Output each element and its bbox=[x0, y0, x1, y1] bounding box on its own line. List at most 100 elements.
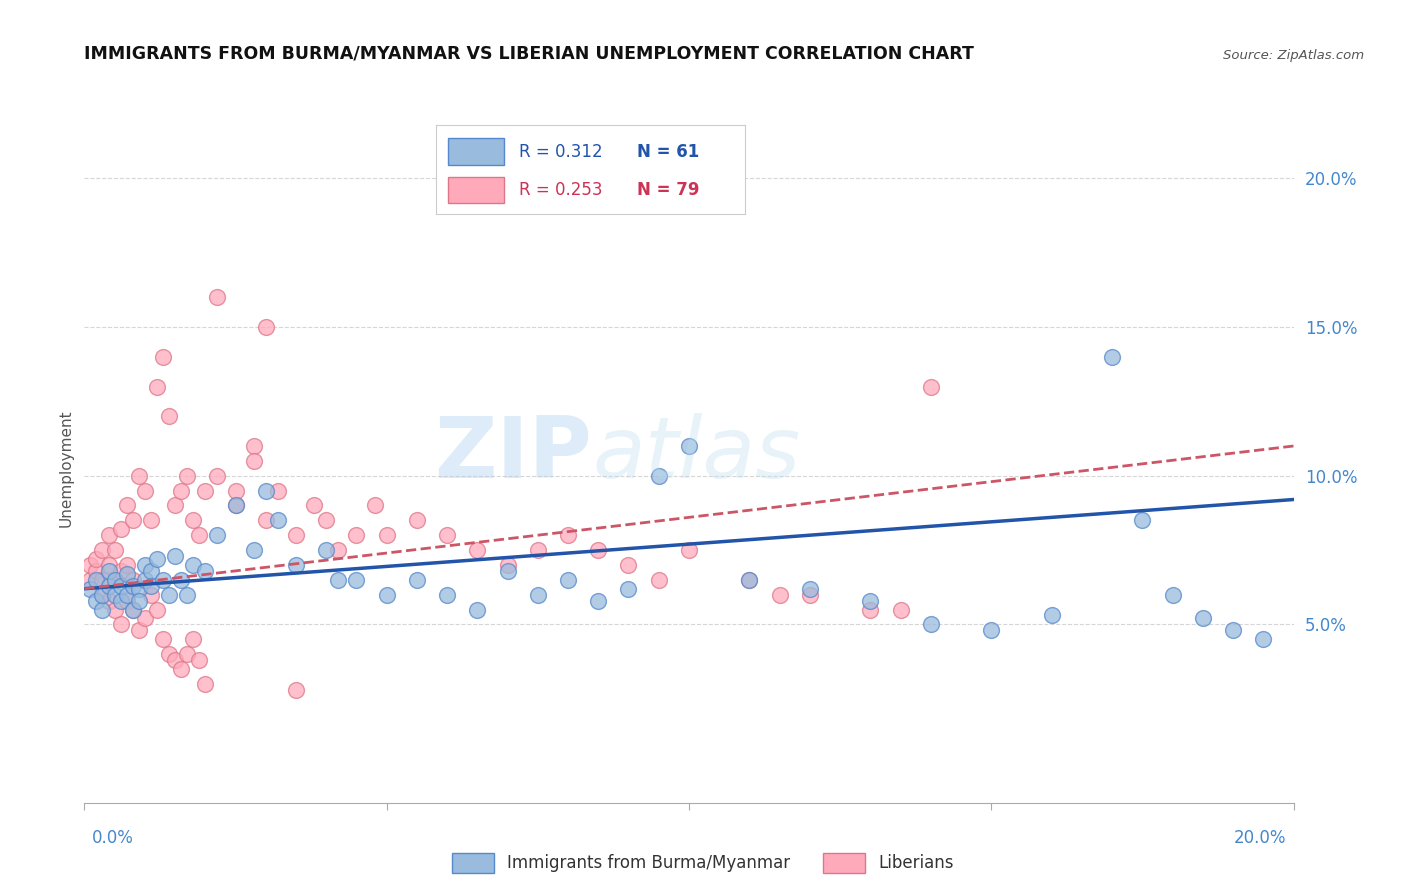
Point bbox=[980, 624, 1002, 638]
FancyBboxPatch shape bbox=[449, 177, 503, 203]
Point bbox=[121, 579, 143, 593]
Point bbox=[86, 552, 108, 566]
Point bbox=[104, 602, 127, 616]
Point bbox=[121, 513, 143, 527]
Point bbox=[920, 617, 942, 632]
Point bbox=[254, 320, 277, 334]
Text: R = 0.312: R = 0.312 bbox=[519, 143, 603, 161]
Point bbox=[163, 499, 186, 513]
Point bbox=[267, 513, 290, 527]
Point bbox=[194, 564, 217, 578]
Point bbox=[284, 528, 308, 542]
Point bbox=[799, 582, 821, 596]
Point bbox=[110, 579, 132, 593]
FancyBboxPatch shape bbox=[449, 138, 503, 165]
Text: 0.0%: 0.0% bbox=[91, 829, 134, 847]
Point bbox=[146, 602, 169, 616]
Point bbox=[176, 588, 198, 602]
Point bbox=[496, 564, 519, 578]
Point bbox=[242, 454, 264, 468]
Point bbox=[115, 499, 138, 513]
Point bbox=[104, 573, 127, 587]
Point bbox=[139, 564, 162, 578]
Point bbox=[225, 499, 247, 513]
Point bbox=[526, 588, 548, 602]
Point bbox=[284, 558, 308, 572]
Point bbox=[115, 558, 138, 572]
Text: N = 61: N = 61 bbox=[637, 143, 699, 161]
Point bbox=[1130, 513, 1153, 527]
Point bbox=[254, 513, 277, 527]
Point bbox=[738, 573, 761, 587]
Point bbox=[79, 558, 101, 572]
Point bbox=[157, 647, 180, 661]
Point bbox=[467, 543, 489, 558]
Point bbox=[467, 602, 489, 616]
Point bbox=[315, 543, 337, 558]
Point bbox=[86, 573, 108, 587]
Point bbox=[406, 513, 429, 527]
Point bbox=[181, 558, 204, 572]
Point bbox=[97, 579, 120, 593]
Point bbox=[163, 653, 186, 667]
Point bbox=[97, 564, 120, 578]
Point bbox=[110, 564, 132, 578]
Point bbox=[859, 602, 882, 616]
Point bbox=[115, 566, 138, 581]
Point bbox=[328, 543, 350, 558]
Point bbox=[181, 632, 204, 647]
Point bbox=[86, 564, 108, 578]
Point bbox=[97, 558, 120, 572]
Point bbox=[920, 379, 942, 393]
Point bbox=[79, 582, 101, 596]
Point bbox=[110, 617, 132, 632]
Point bbox=[121, 602, 143, 616]
Point bbox=[363, 499, 385, 513]
Point bbox=[115, 593, 138, 607]
Point bbox=[110, 593, 132, 607]
Point bbox=[496, 558, 519, 572]
Point bbox=[134, 483, 156, 498]
Text: ZIP: ZIP bbox=[434, 413, 592, 497]
Point bbox=[267, 483, 290, 498]
Point bbox=[157, 588, 180, 602]
Point bbox=[115, 588, 138, 602]
Point bbox=[91, 588, 114, 602]
Point bbox=[207, 468, 229, 483]
Point bbox=[617, 558, 640, 572]
Point bbox=[1161, 588, 1184, 602]
Point bbox=[163, 549, 186, 563]
Point bbox=[170, 662, 193, 676]
Point bbox=[375, 528, 398, 542]
Point bbox=[188, 528, 211, 542]
Point bbox=[1191, 611, 1213, 625]
Text: IMMIGRANTS FROM BURMA/MYANMAR VS LIBERIAN UNEMPLOYMENT CORRELATION CHART: IMMIGRANTS FROM BURMA/MYANMAR VS LIBERIA… bbox=[84, 45, 974, 62]
Point bbox=[152, 573, 174, 587]
Point bbox=[1222, 624, 1244, 638]
Point bbox=[86, 593, 108, 607]
Point bbox=[91, 573, 114, 587]
Point bbox=[134, 558, 156, 572]
Point bbox=[104, 573, 127, 587]
Point bbox=[104, 543, 127, 558]
Point bbox=[91, 602, 114, 616]
Point bbox=[647, 573, 671, 587]
Point bbox=[128, 624, 150, 638]
Point bbox=[406, 573, 429, 587]
Point bbox=[97, 593, 120, 607]
Point bbox=[436, 588, 458, 602]
Point bbox=[738, 573, 761, 587]
Point bbox=[678, 543, 700, 558]
Point bbox=[121, 602, 143, 616]
Point bbox=[225, 483, 247, 498]
Point bbox=[152, 350, 174, 364]
Point bbox=[588, 543, 610, 558]
Point bbox=[170, 573, 193, 587]
Point bbox=[152, 632, 174, 647]
Point bbox=[302, 499, 325, 513]
Point bbox=[799, 588, 821, 602]
Text: 20.0%: 20.0% bbox=[1234, 829, 1286, 847]
Point bbox=[617, 582, 640, 596]
Point bbox=[588, 593, 610, 607]
Point bbox=[128, 593, 150, 607]
